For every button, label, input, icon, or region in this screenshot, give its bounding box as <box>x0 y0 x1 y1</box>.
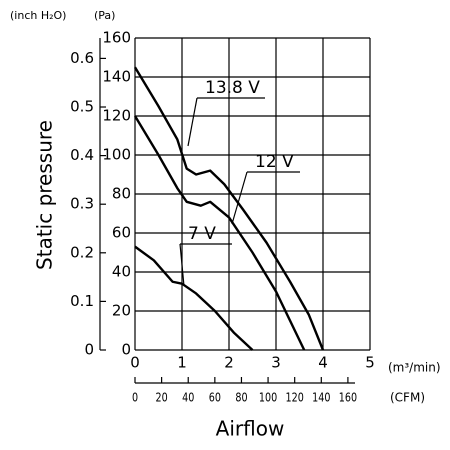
x-tick-label: 5 <box>365 354 375 372</box>
label-leader <box>179 243 185 287</box>
x-axis-title: Airflow <box>216 417 285 441</box>
x2-tick-label: 0 <box>132 390 138 404</box>
y-tick-label: 160 <box>102 29 131 47</box>
y-unit: (Pa) <box>94 9 115 22</box>
x2-unit: (CFM) <box>390 391 425 405</box>
y2-tick-label: 0.5 <box>70 98 94 116</box>
y-tick-label: 0 <box>121 341 131 359</box>
x2-tick-label: 120 <box>286 390 304 404</box>
y-tick-label: 40 <box>112 263 131 281</box>
y-tick-label: 120 <box>102 107 131 125</box>
series-label: 13.8 V <box>205 78 260 98</box>
series-line <box>133 66 325 351</box>
y-axis-title: Static pressure <box>33 120 57 270</box>
y2-tick-label: 0.6 <box>70 49 94 67</box>
y-tick-label: 60 <box>112 224 131 242</box>
y-tick-label: 100 <box>102 146 131 164</box>
x-tick-label: 4 <box>318 354 328 372</box>
label-leader <box>187 97 198 147</box>
y2-tick-label: 0.1 <box>70 292 94 310</box>
x-tick-label: 1 <box>177 354 187 372</box>
x-tick-label: 3 <box>271 354 281 372</box>
y2-tick-label: 0.2 <box>70 243 94 261</box>
x-tick-label: 0 <box>130 354 140 372</box>
x2-tick-label: 60 <box>209 390 221 404</box>
y2-tick-label: 0.4 <box>70 146 94 164</box>
x-unit: (m³/min) <box>388 361 441 375</box>
x2-tick-label: 100 <box>259 390 277 404</box>
y2-unit: (inch H₂O) <box>10 9 66 22</box>
series-line <box>133 115 306 351</box>
series-label: 12 V <box>255 152 294 172</box>
x-tick-label: 2 <box>224 354 234 372</box>
x2-tick-label: 20 <box>156 390 168 404</box>
x2-tick-label: 40 <box>182 390 194 404</box>
y-tick-label: 20 <box>112 302 131 320</box>
y-tick-label: 80 <box>112 185 131 203</box>
x2-tick-label: 80 <box>235 390 247 404</box>
y2-tick-label: 0 <box>84 341 94 359</box>
y-tick-label: 140 <box>102 68 131 86</box>
y2-tick-label: 0.3 <box>70 195 94 213</box>
series-label: 7 V <box>188 224 216 244</box>
x2-tick-label: 140 <box>312 390 330 404</box>
label-leader <box>231 171 248 225</box>
series-line <box>134 245 254 351</box>
x2-tick-label: 160 <box>339 390 357 404</box>
